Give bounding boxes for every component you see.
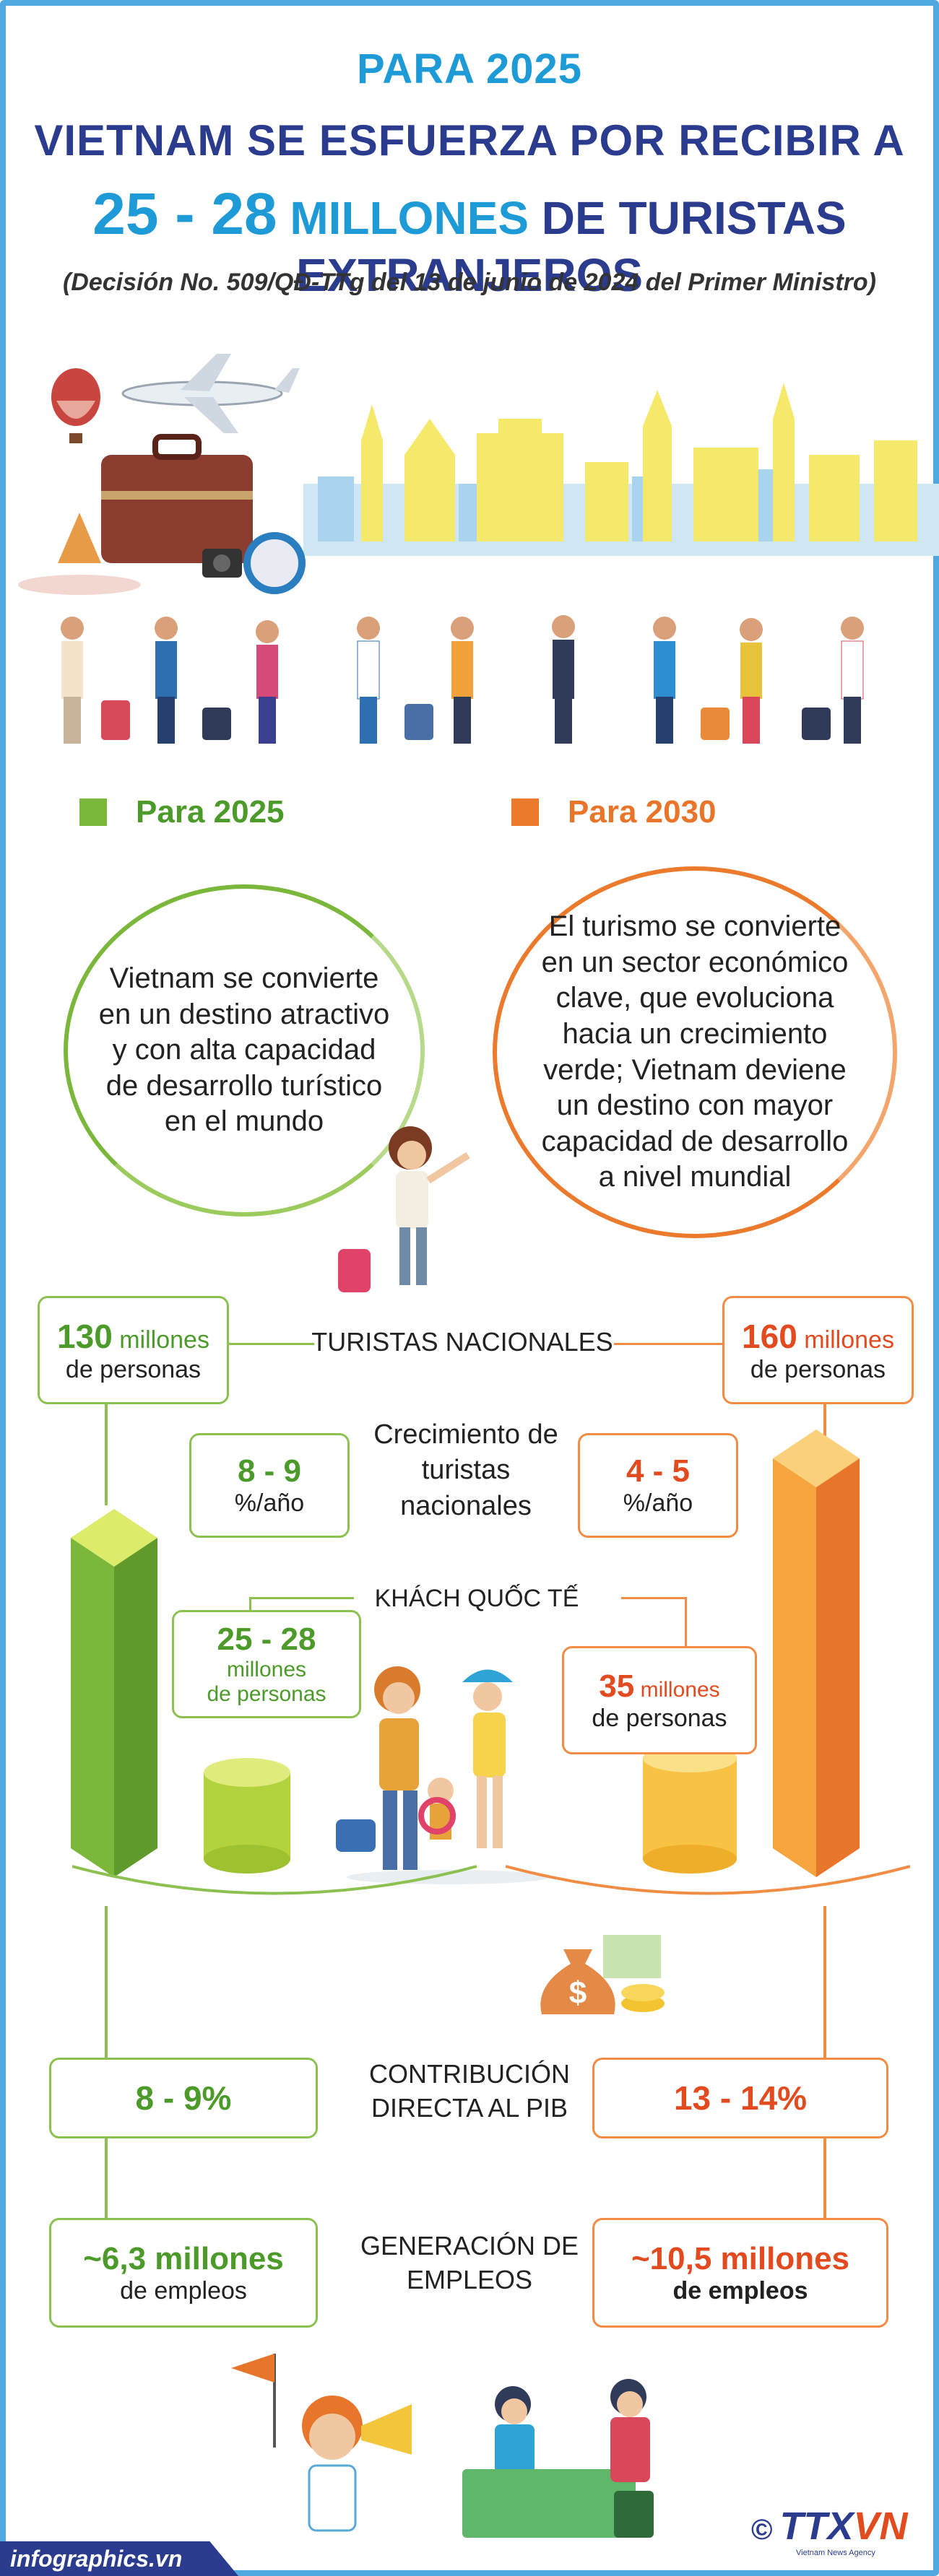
skyline-illustration	[303, 383, 939, 556]
gdp-2025-box: 8 - 9%	[49, 2058, 318, 2138]
international-2025-value: 25 - 28	[217, 1622, 316, 1657]
goal-2030-circle: El turismo se convierte en un sector eco…	[493, 866, 897, 1238]
money-bag-icon: $	[540, 1935, 665, 2014]
international-2025-sub1: millones	[226, 1658, 307, 1681]
jobs-2025-value: ~6,3 millones	[83, 2240, 284, 2276]
connector-line	[823, 2138, 826, 2218]
connector-line	[228, 1343, 314, 1345]
header-end: DE TURISTAS EXTRANJEROS	[295, 192, 847, 301]
header-line-3: 25 - 28 MILLONES DE TURISTAS EXTRANJEROS	[0, 180, 939, 302]
gdp-2030-value: 13 - 14%	[673, 2079, 808, 2117]
site-credit: infographics.vn	[0, 2541, 238, 2576]
header-line-2: VIETNAM SE ESFUERZA POR RECIBIR A	[34, 116, 905, 165]
suitcase-icon	[101, 434, 253, 563]
domestic-2030-unit: millones	[797, 1326, 894, 1354]
jobs-2025-box: ~6,3 millones de empleos	[49, 2218, 318, 2328]
cylinder-2025-international	[204, 1758, 290, 1874]
domestic-2030-sub: de personas	[750, 1355, 886, 1383]
header-line-1: PARA 2025	[356, 45, 583, 92]
legend-2025: Para 2025	[79, 794, 285, 830]
guide-with-megaphone-illustration	[231, 2354, 412, 2532]
growth-2030-box: 4 - 5 %/año	[578, 1433, 738, 1538]
connector-line	[249, 1597, 251, 1619]
connector-line	[685, 1597, 687, 1651]
domestic-2030-value: 160	[742, 1317, 797, 1355]
cylinder-2030-international	[643, 1744, 737, 1874]
bar-2030-domestic	[773, 1430, 860, 1877]
international-2030-sub: de personas	[592, 1704, 727, 1732]
balloon-icon	[51, 368, 100, 443]
goal-2030-text: El turismo se convierte en un sector eco…	[541, 910, 849, 1193]
goal-2025-circle: Vietnam se convierte en un destino atrac…	[64, 884, 425, 1217]
international-2030-box: 35 millones de personas	[562, 1646, 757, 1754]
logo-part-a: TTX	[779, 2505, 854, 2548]
connector-line	[823, 1404, 826, 1466]
logo-subtitle: Vietnam News Agency	[796, 2549, 875, 2557]
legend-2030-label: Para 2030	[568, 794, 717, 830]
gdp-label: CONTRIBUCIÓN DIRECTA AL PIB	[369, 2059, 570, 2123]
jobs-2025-sub: de empleos	[120, 2276, 247, 2305]
domestic-2025-value: 130	[57, 1317, 113, 1355]
connector-line	[621, 1597, 686, 1599]
jobs-2030-sub: de empleos	[672, 2276, 808, 2305]
connector-line	[105, 2138, 108, 2218]
legend-2030-square	[511, 799, 539, 826]
jobs-2030-value: ~10,5 millones	[631, 2240, 850, 2276]
logo-part-b: VN	[853, 2505, 908, 2548]
international-2025-sub2: de personas	[207, 1682, 326, 1706]
legend-2025-square	[79, 799, 107, 826]
international-label: KHÁCH QUỐC TẾ	[374, 1585, 579, 1612]
copyright-symbol: ©	[751, 2514, 773, 2546]
bar-2025-domestic	[71, 1509, 157, 1877]
traveler-girl-illustration	[338, 1126, 470, 1292]
growth-label: Crecimiento de turistas nacionales	[373, 1419, 558, 1521]
connector-line	[614, 1343, 722, 1345]
international-2030-unit: millones	[634, 1677, 720, 1702]
legend-2025-label: Para 2025	[136, 794, 285, 830]
svg-text:$: $	[569, 1975, 587, 2011]
domestic-2025-box: 130 millones de personas	[38, 1296, 229, 1404]
reception-desk-illustration	[462, 2379, 654, 2538]
growth-2025-sub: %/año	[234, 1489, 305, 1517]
connector-line	[105, 1906, 108, 2058]
international-2030-value: 35	[599, 1668, 635, 1704]
growth-2030-value: 4 - 5	[626, 1453, 691, 1489]
airplane-icon	[121, 354, 300, 433]
decision-subtitle: (Decisión No. 509/QĐ-TTg del 13 de junio…	[62, 269, 877, 296]
growth-2030-sub: %/año	[623, 1489, 693, 1517]
header-millions: MILLONES	[290, 192, 529, 244]
international-2025-box: 25 - 28 millones de personas	[172, 1610, 361, 1718]
header-number: 25 - 28	[92, 181, 277, 247]
base-arcs	[72, 1865, 910, 1895]
growth-2025-value: 8 - 9	[237, 1453, 302, 1489]
megaphone-icon	[361, 2404, 412, 2455]
domestic-2030-box: 160 millones de personas	[722, 1296, 914, 1404]
jobs-2030-box: ~10,5 millones de empleos	[592, 2218, 888, 2328]
gdp-2025-value: 8 - 9%	[135, 2079, 232, 2117]
connector-line	[105, 1404, 108, 1505]
family-illustration	[336, 1666, 549, 1884]
domestic-2025-unit: millones	[112, 1326, 209, 1354]
jobs-label: GENERACIÓN DE EMPLEOS	[360, 2231, 579, 2294]
gdp-2030-box: 13 - 14%	[592, 2058, 888, 2138]
travel-items-illustration	[18, 354, 306, 595]
connector-line	[249, 1597, 354, 1599]
domestic-label: TURISTAS NACIONALES	[311, 1327, 613, 1357]
legend-2030: Para 2030	[511, 794, 717, 830]
connector-line	[823, 1906, 826, 2058]
domestic-2025-sub: de personas	[65, 1355, 202, 1383]
ttxvn-logo: © TTXVN	[751, 2504, 908, 2549]
goal-2025-text: Vietnam se convierte en un destino atrac…	[98, 962, 390, 1138]
travelers-illustration	[61, 615, 864, 744]
growth-2025-box: 8 - 9 %/año	[189, 1433, 350, 1538]
